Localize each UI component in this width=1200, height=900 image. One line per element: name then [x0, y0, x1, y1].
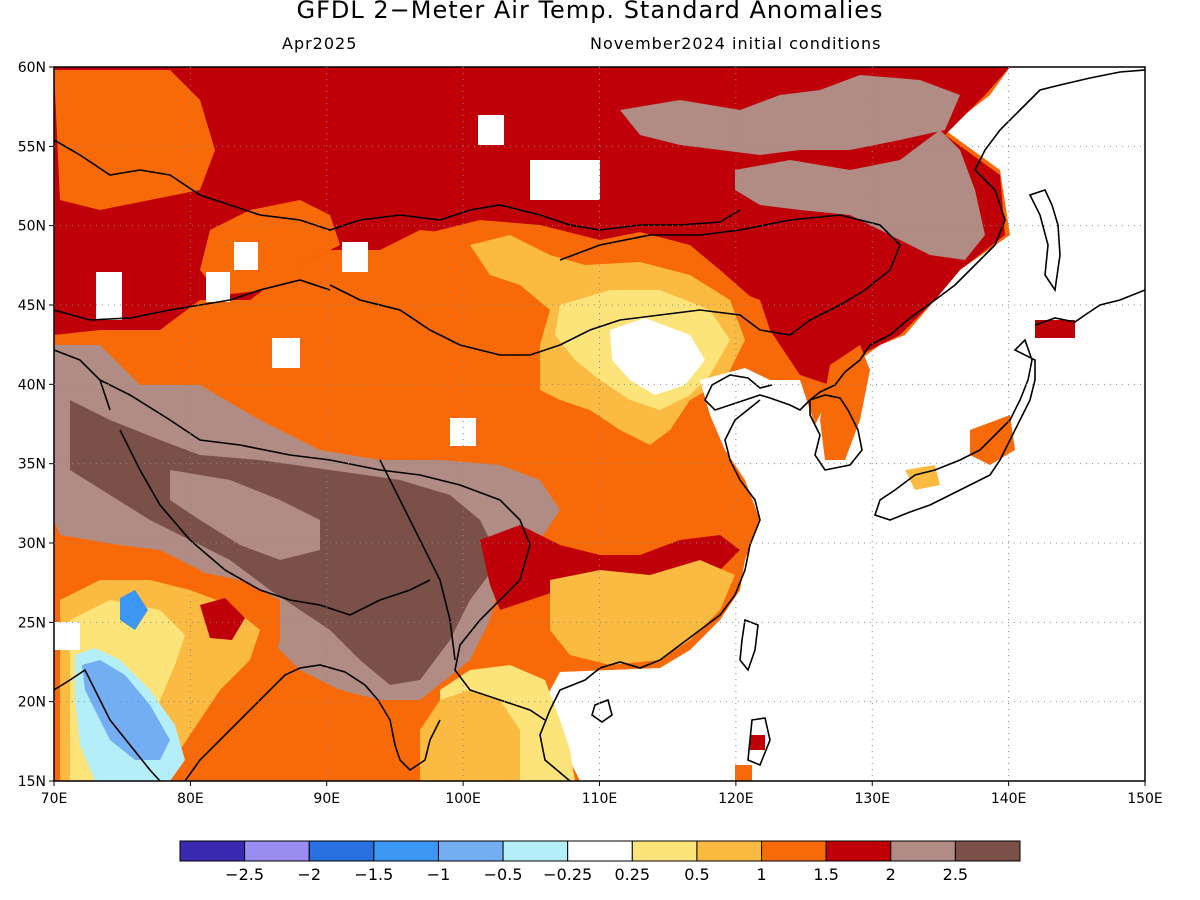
- colorbar: [179, 840, 1021, 862]
- lon-label: 130E: [854, 791, 890, 807]
- colorbar-label: 1: [756, 865, 766, 884]
- lat-label: 20N: [18, 695, 46, 711]
- colorbar-swatch: [890, 840, 956, 862]
- lat-label: 30N: [18, 536, 46, 552]
- lon-label: 150E: [1127, 791, 1163, 807]
- colorbar-label: 2.5: [943, 865, 968, 884]
- lat-label: 40N: [18, 377, 46, 393]
- colorbar-label: −1.5: [354, 865, 393, 884]
- colorbar-label: −2.5: [225, 865, 264, 884]
- lat-label: 55N: [18, 139, 46, 155]
- lon-label: 90E: [313, 791, 340, 807]
- init-conditions: November2024 initial conditions: [590, 34, 882, 53]
- coastlines: [54, 69, 1145, 781]
- colorbar-label: −0.25: [543, 865, 592, 884]
- lat-label: 50N: [18, 219, 46, 235]
- lon-label: 140E: [991, 791, 1027, 807]
- colorbar-swatch: [696, 840, 763, 862]
- lon-label: 80E: [177, 791, 204, 807]
- lat-label: 35N: [18, 457, 46, 473]
- colorbar-label: 2: [886, 865, 896, 884]
- valid-month: Apr2025: [282, 34, 358, 53]
- latitude-labels: 60N 55N 50N 45N 40N 35N 30N 25N 20N 15N: [18, 60, 54, 790]
- lon-label: 120E: [718, 791, 754, 807]
- longitude-labels: 70E 80E 90E 100E 110E 120E 130E 140E 150E: [41, 781, 1163, 807]
- lat-label: 45N: [18, 298, 46, 314]
- colorbar-swatch: [502, 840, 569, 862]
- colorbar-label: −2: [297, 865, 321, 884]
- lon-label: 110E: [582, 791, 618, 807]
- lon-label: 70E: [41, 791, 68, 807]
- colorbar-swatch: [825, 840, 892, 862]
- lat-label: 15N: [18, 774, 46, 790]
- lat-label: 60N: [18, 60, 46, 76]
- colorbar-swatch: [631, 840, 698, 862]
- lat-label: 25N: [18, 615, 46, 631]
- colorbar-swatch: [761, 840, 827, 862]
- colorbar-label: −1: [427, 865, 451, 884]
- colorbar-label: 0.25: [614, 865, 650, 884]
- colorbar-label: −0.5: [484, 865, 523, 884]
- colorbar-swatch: [954, 840, 1021, 862]
- colorbar-label: 1.5: [813, 865, 838, 884]
- colorbar-swatch: [373, 840, 439, 862]
- colorbar-swatch: [179, 840, 246, 862]
- colorbar-swatch: [308, 840, 375, 862]
- anomaly-shading: [54, 67, 1145, 781]
- lon-label: 100E: [445, 791, 481, 807]
- colorbar-label: 0.5: [684, 865, 709, 884]
- map-gridlines: [54, 67, 1145, 781]
- colorbar-swatch: [437, 840, 504, 862]
- colorbar-swatch: [567, 840, 633, 862]
- colorbar-labels: −2.5 −2 −1.5 −1 −0.5 −0.25 0.25 0.5 1 1.5 2 2.5: [225, 865, 968, 884]
- colorbar-swatch: [244, 840, 310, 862]
- map-title: GFDL 2−Meter Air Temp. Standard Anomalie…: [296, 0, 884, 24]
